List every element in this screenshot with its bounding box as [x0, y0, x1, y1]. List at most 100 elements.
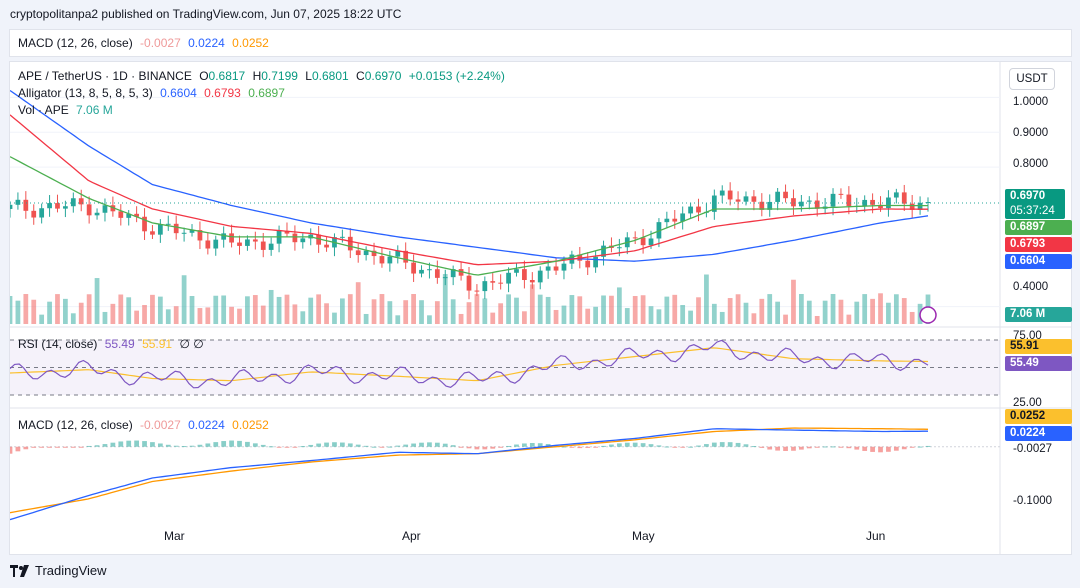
volume-bar: [450, 299, 456, 324]
volume-bar: [332, 312, 337, 324]
chart-svg[interactable]: [10, 62, 1071, 554]
macd-histogram-bar: [150, 442, 155, 447]
candle-body: [814, 200, 820, 209]
candle-body: [173, 223, 179, 234]
rsi-legend[interactable]: RSI (14, close) 55.49 55.91 ∅ ∅: [18, 337, 204, 351]
teeth-tag: 0.6793: [1005, 237, 1072, 252]
macd-histogram-bar: [775, 446, 781, 451]
candle-body: [213, 239, 219, 249]
volume-bar: [10, 296, 13, 324]
candle-body: [767, 201, 773, 210]
volume-bar: [458, 313, 464, 324]
candle-body: [522, 269, 527, 281]
top-macd-value: 0.0224: [188, 36, 225, 50]
macd-histogram-bar: [711, 442, 717, 447]
volume-bar: [498, 303, 504, 324]
candle-body: [165, 223, 171, 225]
candle-body: [838, 193, 844, 195]
rsi-value: 55.49: [104, 337, 135, 351]
alligator-legend[interactable]: Alligator (13, 8, 5, 8, 5, 3) 0.6604 0.6…: [18, 86, 285, 100]
volume-bar: [854, 301, 860, 324]
candle-body: [347, 236, 353, 251]
volume-bar: [355, 282, 361, 324]
candle-body: [260, 241, 266, 250]
volume-bar: [806, 300, 812, 324]
volume-bar: [814, 315, 820, 324]
candle-body: [870, 199, 875, 205]
volume-bar: [522, 311, 527, 324]
volume-name: Vol · APE: [18, 103, 69, 117]
volume-bar: [767, 294, 773, 324]
symbol-legend[interactable]: APE / TetherUS · 1D · BINANCE O0.6817 H0…: [18, 69, 505, 83]
volume-bar: [102, 311, 108, 324]
macd-tick: -0.1000: [1013, 495, 1053, 507]
footer[interactable]: TradingView: [10, 563, 107, 578]
volume-bar: [371, 299, 377, 324]
macd-histogram-bar: [561, 446, 567, 448]
tradingview-logo-icon: [10, 564, 29, 577]
last-price-tag: 0.6970 05:37:24: [1005, 189, 1065, 219]
candle-body: [735, 199, 741, 202]
candle-body: [86, 204, 92, 216]
candle-body: [561, 263, 567, 271]
macd-histogram-bar: [347, 443, 353, 447]
macd-histogram-bar: [878, 446, 883, 453]
currency-button[interactable]: USDT: [1009, 68, 1055, 90]
candle-body: [229, 233, 234, 243]
volume-bar: [514, 297, 519, 324]
macd-histogram-bar: [94, 445, 100, 447]
top-macd-legend[interactable]: MACD (12, 26, close) -0.0027 0.0224 0.02…: [18, 36, 269, 50]
macd-histogram-bar: [268, 446, 274, 448]
macd-histogram-bar: [387, 446, 393, 448]
candle-body: [411, 262, 416, 274]
macd-histogram-bar: [490, 446, 496, 449]
volume-bar: [901, 298, 907, 324]
macd-histogram-bar: [427, 442, 432, 447]
macd-histogram-bar: [545, 444, 551, 447]
macd-histogram-bar: [672, 446, 678, 448]
macd-histogram-bar: [838, 446, 844, 448]
volume-bar: [134, 310, 139, 324]
alligator-jaw-line: [10, 89, 929, 262]
volume-bar: [609, 295, 614, 324]
macd-histogram-bar: [783, 446, 788, 451]
volume-bar: [379, 294, 385, 324]
macd-histogram-bar: [616, 443, 622, 447]
macd-histogram-bar: [806, 446, 812, 449]
candle-body: [640, 237, 646, 246]
volume-legend[interactable]: Vol · APE 7.06 M: [18, 103, 113, 117]
macd-histogram-bar: [379, 446, 385, 448]
rsi-tag: 55.49: [1005, 356, 1072, 371]
macd-name: MACD (12, 26, close): [18, 418, 133, 432]
volume-bar: [276, 296, 282, 324]
candle-body: [379, 256, 385, 264]
macd-histogram-bar: [901, 446, 907, 450]
macd-histogram-bar: [165, 444, 171, 447]
volume-bar: [442, 274, 448, 324]
lightning-icon: [919, 306, 937, 324]
candle-body: [901, 192, 907, 204]
macd-histogram-bar: [593, 446, 598, 448]
macd-histogram-bar: [925, 445, 931, 447]
macd-histogram-bar: [213, 442, 219, 447]
chart-panel[interactable]: APE / TetherUS · 1D · BINANCE O0.6817 H0…: [9, 61, 1072, 555]
candle-body: [181, 232, 187, 234]
candle-body: [284, 230, 290, 234]
macd-histogram-bar: [15, 446, 21, 452]
candle-body: [783, 191, 788, 199]
candle-body: [498, 282, 504, 284]
volume-bar: [411, 294, 416, 324]
volume-bar: [308, 297, 314, 324]
macd-histogram-bar: [55, 446, 60, 448]
volume-bar: [561, 305, 567, 324]
macd-histogram-bar: [442, 443, 448, 447]
candle-body: [387, 256, 393, 264]
macd-histogram-bar: [411, 443, 416, 447]
candle-body: [324, 244, 329, 248]
top-indicator-bar: MACD (12, 26, close) -0.0027 0.0224 0.02…: [9, 29, 1072, 57]
volume-bar: [688, 310, 693, 324]
macd-histogram-bar: [324, 442, 329, 447]
macd-legend[interactable]: MACD (12, 26, close) -0.0027 0.0224 0.02…: [18, 418, 269, 432]
macd-histogram-bar: [577, 446, 583, 449]
macd-histogram-bar: [197, 444, 203, 447]
